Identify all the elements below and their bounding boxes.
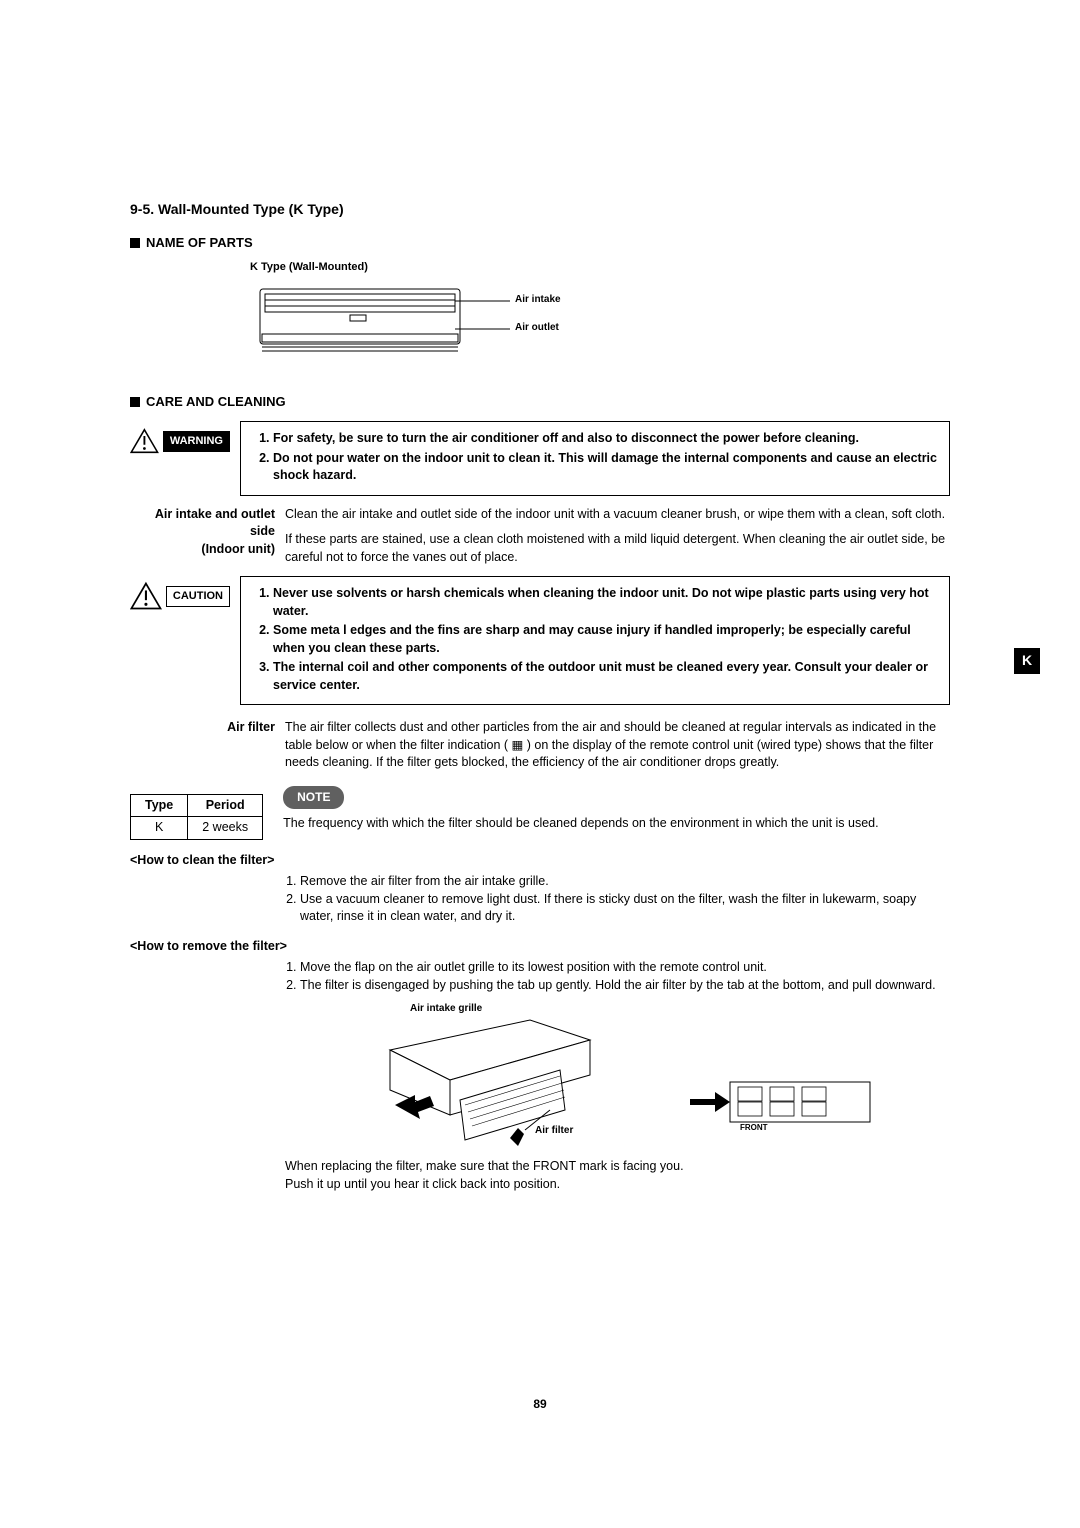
table-cell: 2 weeks <box>188 817 263 840</box>
callout-air-outlet: Air outlet <box>515 321 559 335</box>
table-cell: K <box>131 817 188 840</box>
page-number: 89 <box>0 1396 1080 1413</box>
warning-item: For safety, be sure to turn the air cond… <box>273 430 937 448</box>
warning-icon-group: WARNING <box>130 421 230 461</box>
air-filter-text: The air filter collects dust and other p… <box>285 719 950 772</box>
svg-text:FRONT: FRONT <box>740 1123 768 1132</box>
name-of-parts-text: NAME OF PARTS <box>146 234 253 252</box>
bullet-square-icon <box>130 238 140 248</box>
caution-item: Never use solvents or harsh chemicals wh… <box>273 585 937 620</box>
howto-clean-list: Remove the air filter from the air intak… <box>280 873 950 926</box>
care-cleaning-heading: CARE AND CLEANING <box>130 393 950 411</box>
intake-label: Air intake and outlet side(Indoor unit) <box>130 506 275 559</box>
callout-air-intake: Air intake <box>515 293 561 307</box>
care-cleaning-text: CARE AND CLEANING <box>146 393 286 411</box>
list-item: Move the flap on the air outlet grille t… <box>300 959 950 977</box>
side-tab: K <box>1014 648 1040 674</box>
caution-box: Never use solvents or harsh chemicals wh… <box>240 576 950 705</box>
air-filter-block: Air filter The air filter collects dust … <box>130 719 950 772</box>
air-filter-label: Air filter <box>130 719 275 737</box>
filter-period-table: Type Period K 2 weeks <box>130 794 263 840</box>
k-type-diagram-area: K Type (Wall-Mounted) Air intake Air out… <box>250 260 950 379</box>
name-of-parts-heading: NAME OF PARTS <box>130 234 950 252</box>
howto-clean-title: <How to clean the filter> <box>130 852 950 870</box>
caution-block: CAUTION Never use solvents or harsh chem… <box>130 576 950 705</box>
bullet-square-icon <box>130 397 140 407</box>
list-item: Remove the air filter from the air intak… <box>300 873 950 891</box>
howto-remove-list: Move the flap on the air outlet grille t… <box>280 959 950 994</box>
list-item: Use a vacuum cleaner to remove light dus… <box>300 891 950 926</box>
howto-remove-title: <How to remove the filter> <box>130 938 950 956</box>
intake-text: Clean the air intake and outlet side of … <box>285 506 950 567</box>
table-header: Type <box>131 794 188 817</box>
warning-badge: WARNING <box>163 431 230 452</box>
diagram-title: K Type (Wall-Mounted) <box>250 260 950 275</box>
warning-item: Do not pour water on the indoor unit to … <box>273 450 937 485</box>
note-badge: NOTE <box>283 786 344 809</box>
warning-block: WARNING For safety, be sure to turn the … <box>130 421 950 496</box>
intake-p1: Clean the air intake and outlet side of … <box>285 506 950 524</box>
warning-box: For safety, be sure to turn the air cond… <box>240 421 950 496</box>
caution-item: The internal coil and other components o… <box>273 659 937 694</box>
table-header: Period <box>188 794 263 817</box>
air-filter-diag-label: Air filter <box>535 1124 573 1138</box>
replace-text: When replacing the filter, make sure tha… <box>285 1158 950 1193</box>
caution-badge: CAUTION <box>166 586 230 607</box>
intake-p2: If these parts are stained, use a clean … <box>285 531 950 566</box>
section-title: 9-5. Wall-Mounted Type (K Type) <box>130 200 950 220</box>
filter-diagram: Air intake grille <box>370 1002 890 1152</box>
note-text: The frequency with which the filter shou… <box>283 815 950 833</box>
intake-outlet-block: Air intake and outlet side(Indoor unit) … <box>130 506 950 567</box>
caution-icon-group: CAUTION <box>130 576 230 616</box>
caution-item: Some meta l edges and the fins are sharp… <box>273 622 937 657</box>
ac-unit-diagram: Air intake Air outlet <box>250 279 600 379</box>
list-item: The filter is disengaged by pushing the … <box>300 977 950 995</box>
